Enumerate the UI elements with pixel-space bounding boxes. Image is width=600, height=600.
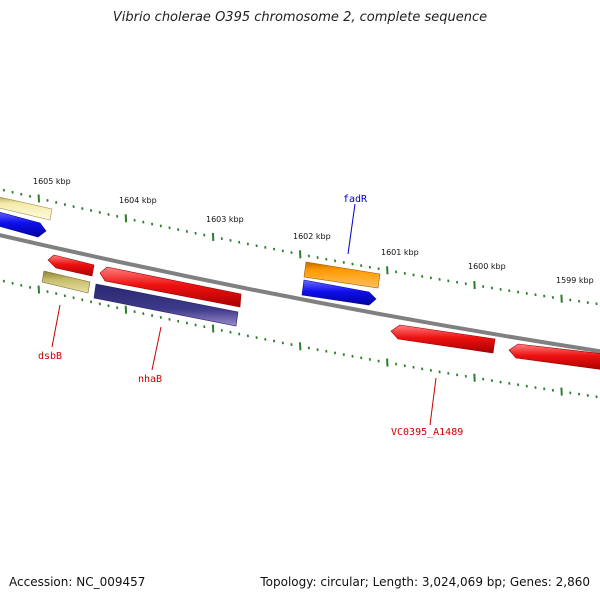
gene-feature-red-small[interactable] xyxy=(47,254,95,277)
dsbB-leader-line xyxy=(51,304,61,348)
gene-feature-red-long[interactable] xyxy=(99,266,242,308)
map-title: Vibrio cholerae O395 chromosome 2, compl… xyxy=(112,10,488,25)
gene-feature-blue-right[interactable] xyxy=(301,279,377,306)
gene-feature-fadR[interactable] xyxy=(303,261,381,289)
accession-text: Accession: NC_009457 xyxy=(9,575,146,589)
outer-ruler xyxy=(2,188,598,306)
kbp-label-1602: 1602 kbp xyxy=(293,232,331,241)
kbp-label-1605: 1605 kbp xyxy=(33,177,71,186)
gene-feature-nhaB[interactable] xyxy=(93,283,239,327)
gene-label-nhaB[interactable]: nhaB xyxy=(138,374,162,385)
kbp-label-1600: 1600 kbp xyxy=(468,262,506,271)
kbp-label-1603: 1603 kbp xyxy=(206,215,244,224)
gene-feature-red-right[interactable] xyxy=(508,343,600,370)
gene-label-VC0395_A1489[interactable]: VC0395_A1489 xyxy=(391,427,463,438)
kbp-label-1604: 1604 kbp xyxy=(119,196,157,205)
gene-feature-pale-yellow[interactable] xyxy=(0,196,53,221)
chromosome-backbone xyxy=(0,233,600,354)
gene-label-dsbB[interactable]: dsbB xyxy=(38,351,62,362)
gene-feature-blue-left[interactable] xyxy=(0,211,47,238)
kbp-label-1601: 1601 kbp xyxy=(381,248,419,257)
gene-feature-dsbB[interactable] xyxy=(41,270,91,294)
gene-features xyxy=(0,196,600,370)
gene-label-fadR[interactable]: fadR xyxy=(343,194,368,205)
nhaB-leader-line xyxy=(151,326,162,371)
VC0395_A1489-leader-line xyxy=(429,377,437,426)
inner-ruler xyxy=(2,279,598,399)
kbp-label-1599: 1599 kbp xyxy=(556,276,594,285)
fadR-leader-line xyxy=(347,203,356,255)
topology-text: Topology: circular; Length: 3,024,069 bp… xyxy=(260,575,590,589)
gene-feature-VC0395_A1489[interactable] xyxy=(390,324,496,354)
